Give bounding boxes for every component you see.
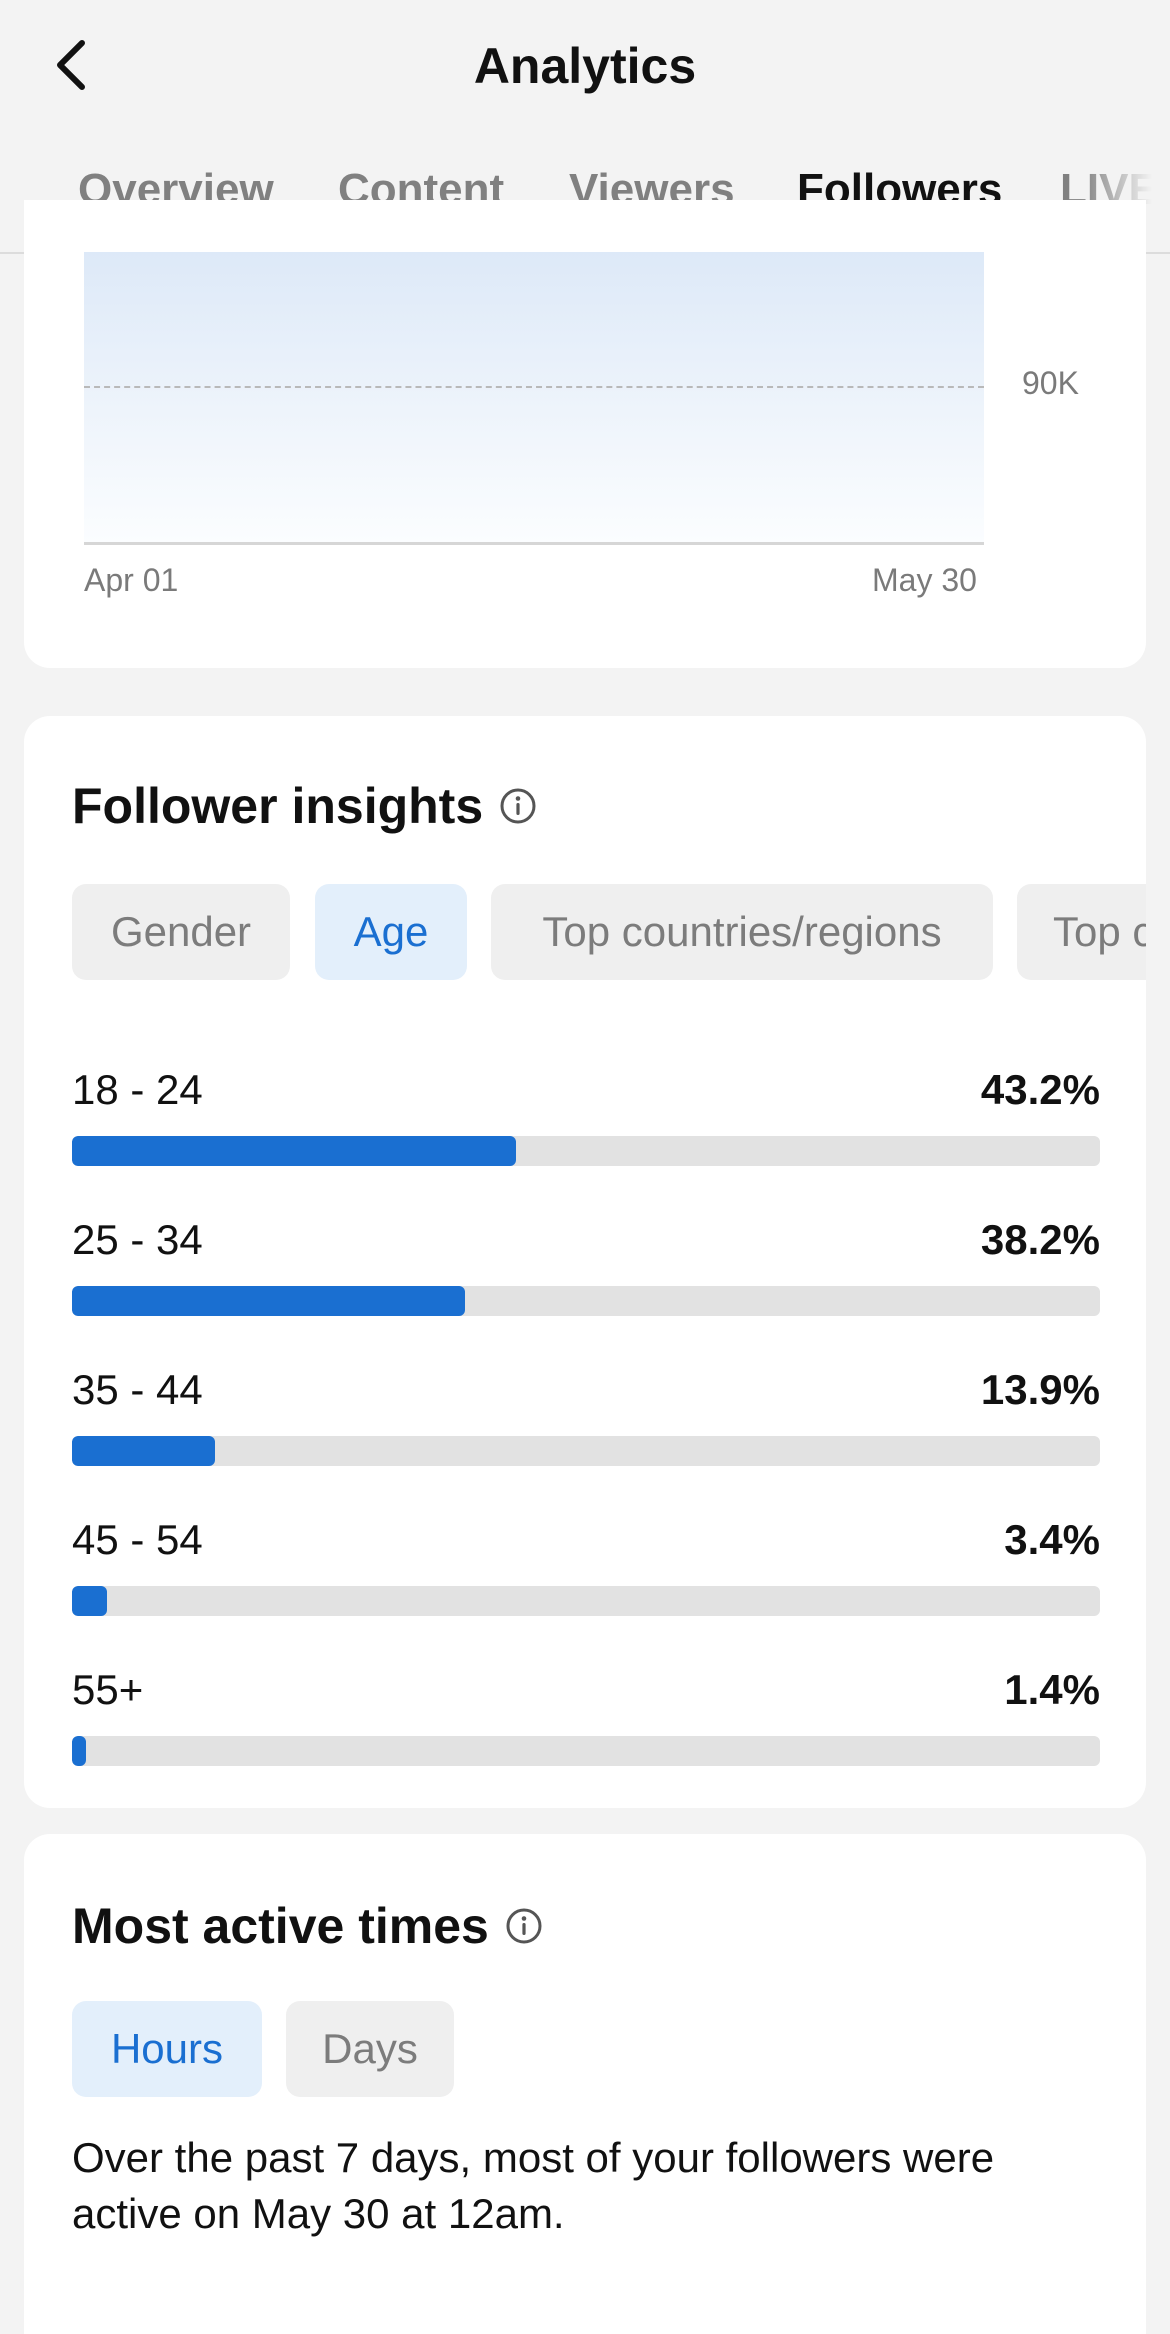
section-header: Most active times [72,1894,543,1958]
chevron-left-icon [57,40,85,90]
age-range-label: 25 - 34 [72,1216,203,1263]
age-row: 25 - 34 38.2% [72,1212,1100,1332]
progress-fill [72,1436,215,1466]
age-row: 45 - 54 3.4% [72,1512,1100,1632]
most-active-summary: Over the past 7 days, most of your follo… [72,2134,995,2237]
section-header: Follower insights [72,774,537,838]
followers-chart-card: 90K Apr 01 May 30 [24,200,1146,668]
progress-track [72,1136,1100,1166]
progress-track [72,1586,1100,1616]
follower-insights-title: Follower insights [72,778,484,834]
age-range-label: 55+ [72,1666,144,1713]
chip-gender[interactable]: Gender [72,884,290,980]
age-percent-value: 3.4% [1004,1516,1100,1563]
chart-x-axis [84,542,984,545]
follower-insights-card: Follower insights Gender Age Top countri… [24,716,1146,1808]
chip-top-countries[interactable]: Top countries/regions [491,884,993,980]
progress-fill [72,1136,517,1166]
age-range-label: 18 - 24 [72,1066,203,1113]
chip-hours[interactable]: Hours [72,2001,262,2097]
age-row: 35 - 44 13.9% [72,1362,1100,1482]
age-percent-value: 38.2% [980,1216,1100,1263]
chart-gridline [84,386,984,388]
chip-age[interactable]: Age [315,884,467,980]
progress-track [72,1436,1100,1466]
progress-track [72,1736,1100,1766]
progress-fill [72,1586,107,1616]
chip-days[interactable]: Days [286,2001,454,2097]
most-active-times-title: Most active times [72,1898,489,1954]
age-row: 18 - 24 43.2% [72,1062,1100,1182]
x-tick-label-end: May 30 [872,562,977,598]
progress-fill [72,1286,465,1316]
y-tick-label: 90K [1022,365,1079,401]
info-icon[interactable] [505,1907,543,1945]
page-title: Analytics [473,38,697,94]
age-percent-value: 13.9% [980,1366,1100,1413]
chart-area-fill [84,252,984,542]
age-percent-value: 1.4% [1004,1666,1100,1713]
x-tick-label-start: Apr 01 [84,562,179,598]
age-percent-value: 43.2% [980,1066,1100,1113]
chip-top-cities[interactable]: Top c [1017,884,1146,980]
info-icon[interactable] [499,787,537,825]
age-range-label: 45 - 54 [72,1516,203,1563]
app-header: Analytics [0,0,1170,130]
progress-fill [72,1736,87,1766]
progress-track [72,1286,1100,1316]
age-row: 55+ 1.4% [72,1662,1100,1782]
most-active-times-card: Most active times Hours Days Over the pa… [24,1834,1146,2334]
back-button[interactable] [40,30,100,100]
age-range-label: 35 - 44 [72,1366,203,1413]
